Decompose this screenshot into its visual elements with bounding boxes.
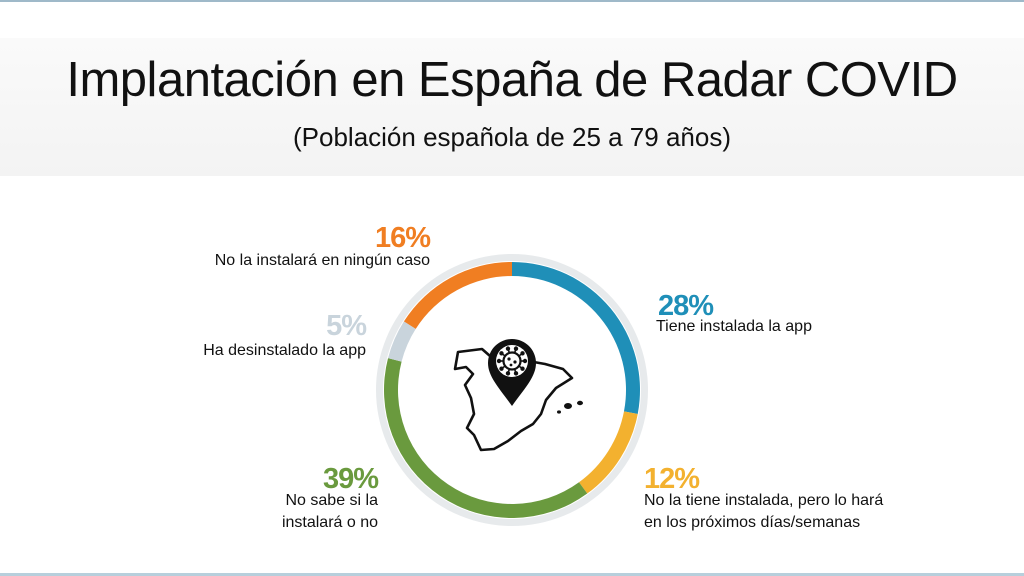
pct-desinst: 5% — [326, 310, 367, 342]
label-tiene: Tiene instalada la app — [656, 318, 812, 335]
pct-nunca: 16% — [374, 222, 431, 254]
donut-slice-4 — [403, 262, 512, 329]
pct-tiene: 28% — [658, 290, 714, 322]
label-desinst: Ha desinstalado la app — [203, 342, 366, 359]
label-nosabe-1: No sabe si la — [285, 492, 379, 509]
label-hara-2: en los próximos días/semanas — [644, 514, 861, 531]
pct-hara: 12% — [644, 463, 700, 495]
donut-slice-1 — [579, 411, 638, 494]
page-title: Implantación en España de Radar COVID — [66, 53, 958, 107]
label-hara-1: No la tiene instalada, pero lo hará — [644, 492, 884, 509]
header-band — [0, 38, 1024, 176]
bottom-border — [0, 573, 1024, 576]
spain-map-virus-pin-icon — [453, 339, 583, 452]
donut-slice-0 — [512, 262, 641, 414]
page-subtitle: (Población española de 25 a 79 años) — [293, 122, 731, 152]
pct-nosabe: 39% — [322, 463, 379, 495]
donut-slice-2 — [384, 358, 588, 518]
donut-slice-3 — [388, 321, 416, 362]
label-nosabe-2: instalará o no — [281, 514, 378, 531]
label-nunca: No la instalará en ningún caso — [214, 252, 430, 269]
top-border — [0, 0, 1024, 2]
